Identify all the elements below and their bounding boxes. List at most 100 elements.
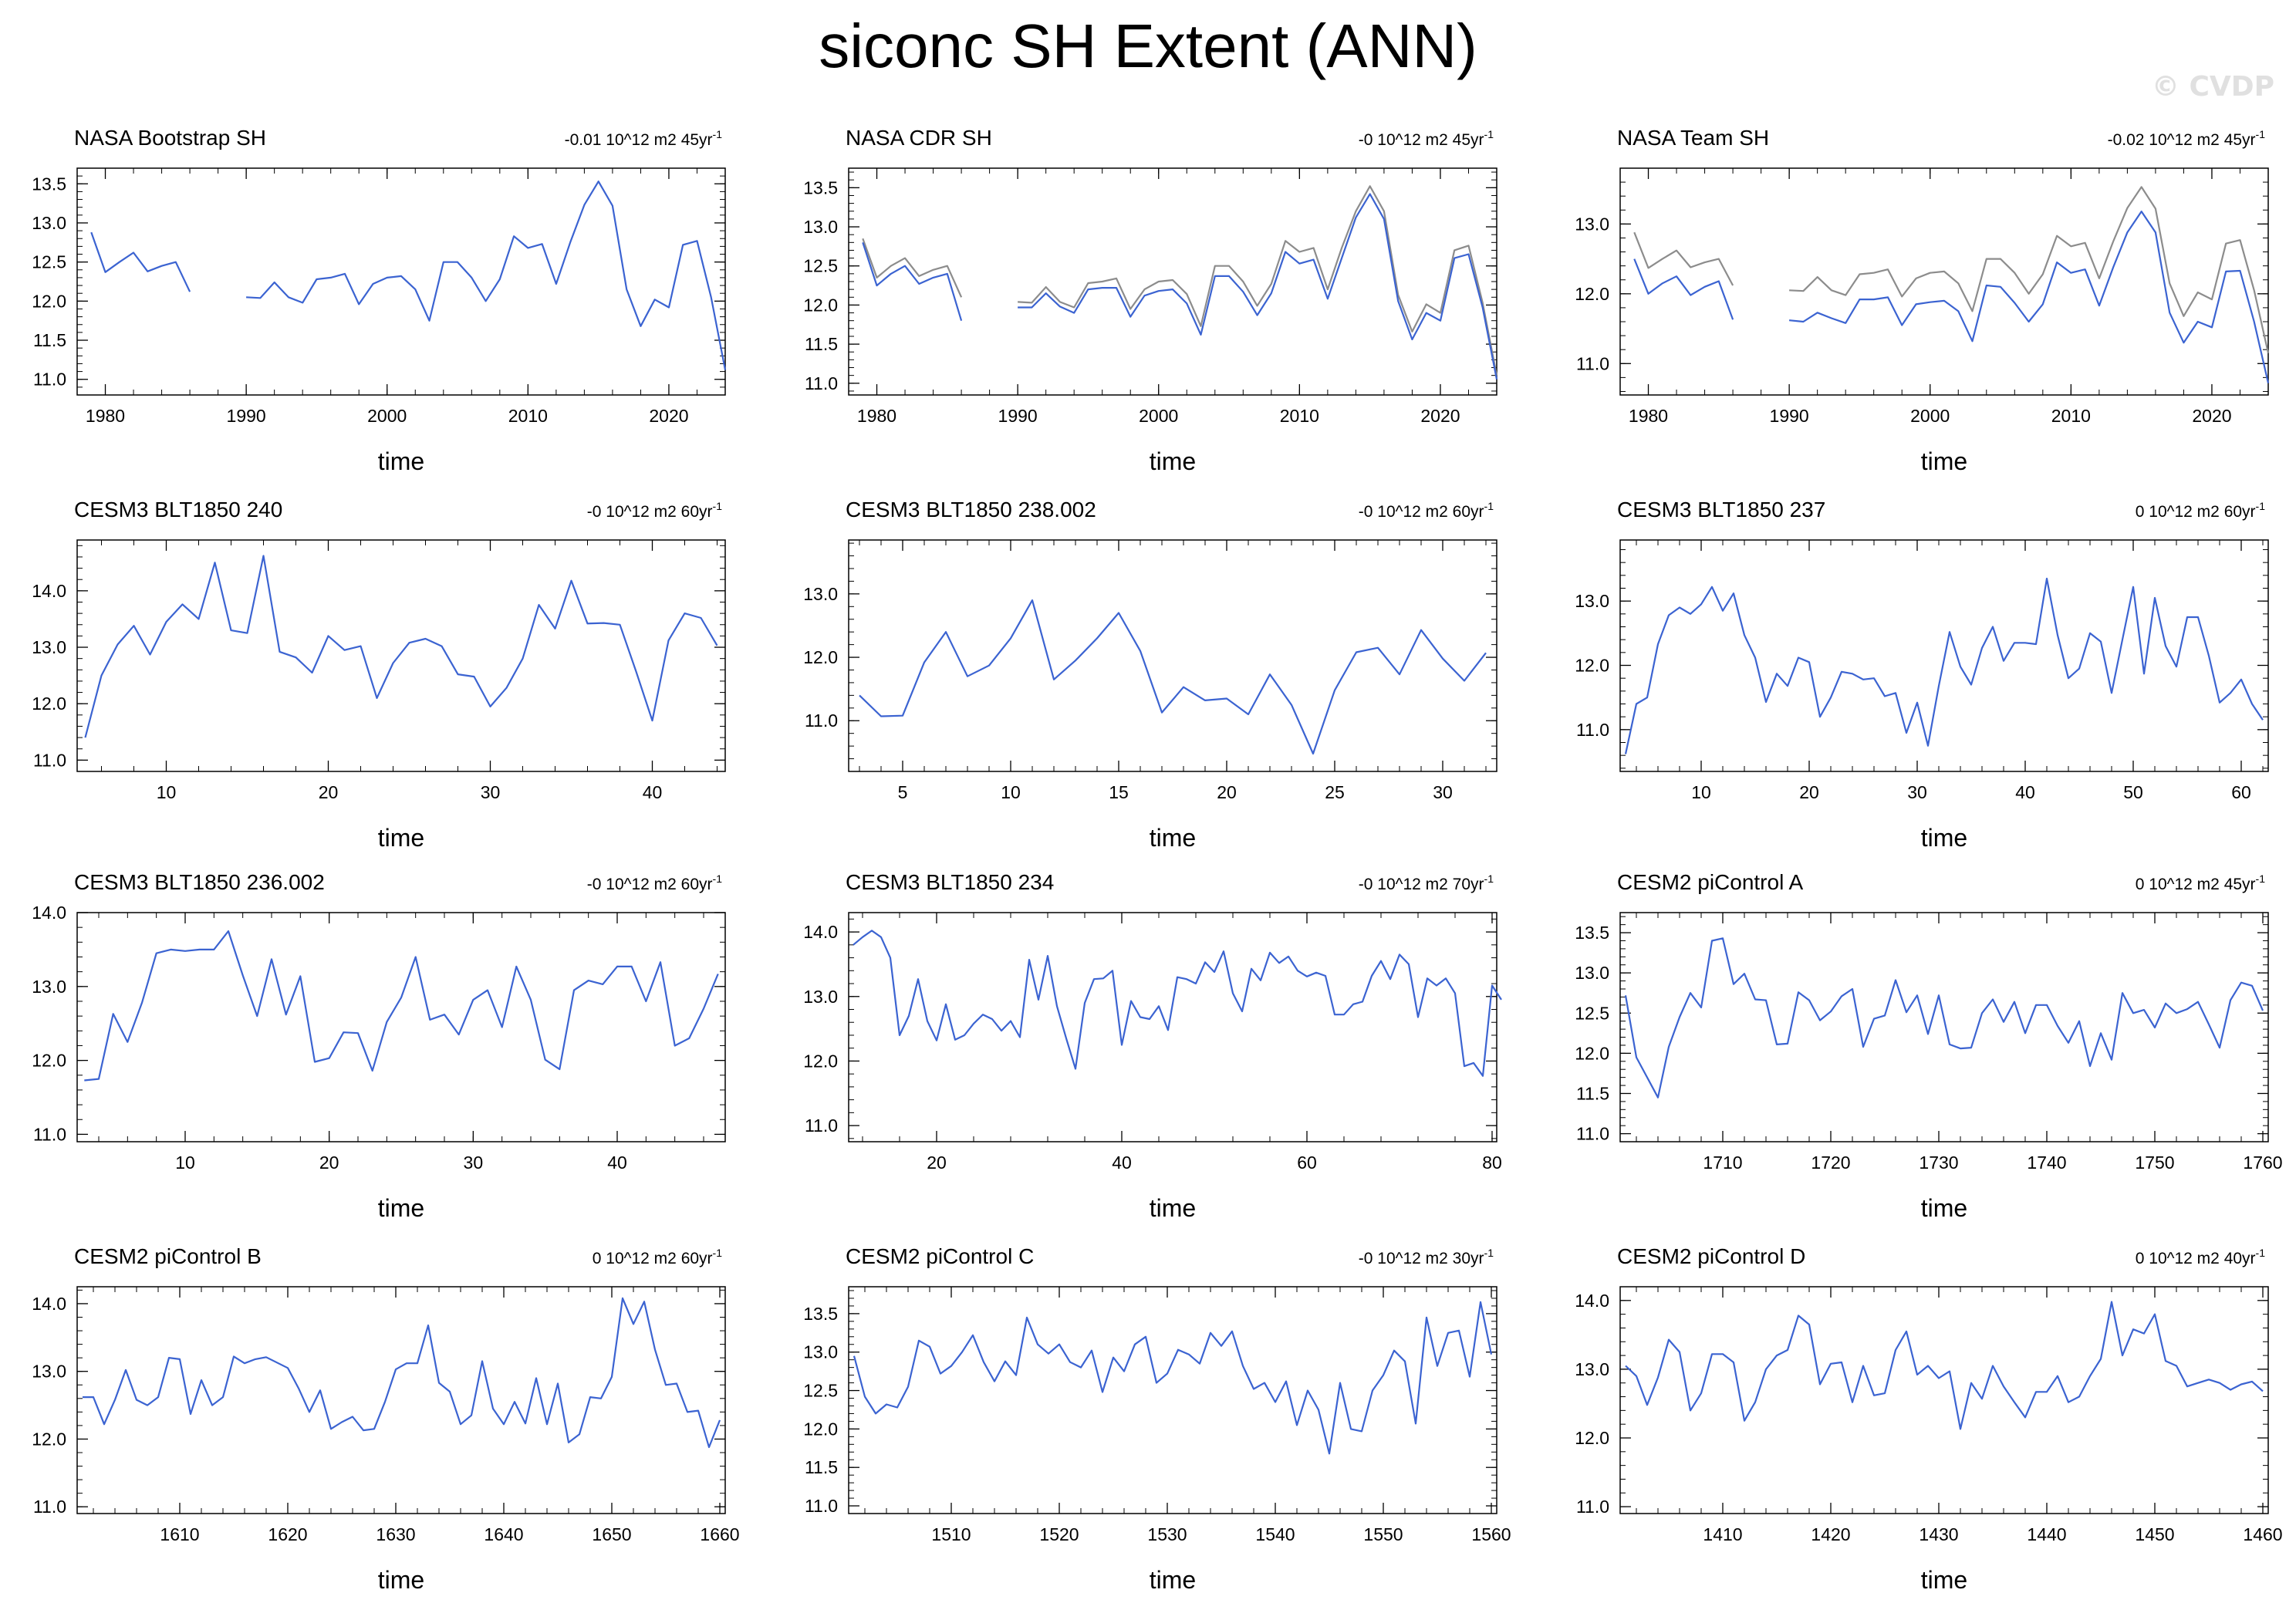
x-tick-label: 30 xyxy=(464,1153,484,1173)
x-tick-label: 2010 xyxy=(508,406,548,426)
trend-exponent: -1 xyxy=(2256,500,2266,512)
y-tick-label: 11.0 xyxy=(33,1497,66,1517)
plot-frame xyxy=(848,912,1497,1142)
x-tick-label: 1520 xyxy=(1039,1524,1079,1544)
x-tick-label: 1990 xyxy=(998,406,1038,426)
x-tick-label: 10 xyxy=(1001,782,1021,802)
series-line-1 xyxy=(862,185,1498,376)
y-tick-label: 14.0 xyxy=(32,1294,66,1314)
trend-exponent: -1 xyxy=(713,872,723,885)
plot-frame xyxy=(848,539,1497,772)
x-tick-label: 40 xyxy=(2015,782,2035,802)
x-axis-label: time xyxy=(378,1194,424,1222)
x-tick-label: 20 xyxy=(319,782,339,802)
y-tick-label: 12.0 xyxy=(1575,656,1609,676)
x-axis-label: time xyxy=(1150,824,1196,852)
plot-frame xyxy=(1619,1286,2269,1514)
panel-title: NASA Team SH xyxy=(1617,126,1769,150)
x-tick-label: 1980 xyxy=(857,406,896,426)
x-tick-label: 2020 xyxy=(649,406,688,426)
y-tick-label: 12.0 xyxy=(803,647,838,667)
panel-title: NASA Bootstrap SH xyxy=(74,126,266,150)
panel-title: NASA CDR SH xyxy=(846,126,992,150)
series-line-1 xyxy=(853,930,1502,1077)
y-tick-label: 13.5 xyxy=(32,174,66,194)
y-tick-label: 11.0 xyxy=(1576,1497,1609,1517)
y-tick-label: 11.0 xyxy=(1576,353,1609,373)
x-tick-label: 2000 xyxy=(1139,406,1178,426)
panel-8: CESM3 BLT1850 234 -0 10^12 m2 70yr-1 11.0 1… xyxy=(803,870,1502,1222)
x-tick-label: 80 xyxy=(1482,1153,1502,1173)
y-tick-label: 12.5 xyxy=(803,1381,838,1401)
series-line-1 xyxy=(1624,577,2264,754)
y-tick-label: 14.0 xyxy=(1575,1291,1609,1311)
y-tick-label: 11.0 xyxy=(805,1115,838,1136)
plot-frame xyxy=(76,912,726,1142)
x-tick-label: 30 xyxy=(1433,782,1453,802)
x-tick-label: 1640 xyxy=(484,1524,523,1544)
x-tick-label: 1540 xyxy=(1255,1524,1295,1544)
panel-2: NASA CDR SH -0 10^12 m2 45yr-1 11.0 11.5 12.… xyxy=(803,126,1498,475)
x-tick-label: 1510 xyxy=(931,1524,971,1544)
x-tick-label: 1610 xyxy=(160,1524,199,1544)
figure-title: siconc SH Extent (ANN) xyxy=(819,12,1477,80)
y-tick-label: 11.5 xyxy=(1576,1083,1609,1103)
x-tick-label: 50 xyxy=(2123,782,2143,802)
x-tick-label: 1650 xyxy=(592,1524,631,1544)
y-tick-label: 13.0 xyxy=(32,977,66,997)
trend-exponent: -1 xyxy=(713,500,723,512)
series-line-1 xyxy=(90,181,727,370)
x-axis-label: time xyxy=(378,824,424,852)
plot-frame xyxy=(848,167,1497,396)
y-tick-label: 12.0 xyxy=(32,1051,66,1071)
y-tick-label: 14.0 xyxy=(803,922,838,942)
trend-exponent: -1 xyxy=(1484,1247,1494,1259)
x-axis-label: time xyxy=(378,447,424,475)
series-line-1 xyxy=(1633,186,2270,353)
trend-exponent: -1 xyxy=(2256,1247,2266,1259)
panel-title: CESM3 BLT1850 236.002 xyxy=(74,870,325,894)
x-tick-label: 40 xyxy=(1112,1153,1132,1173)
y-tick-label: 13.0 xyxy=(803,1342,838,1362)
x-tick-label: 60 xyxy=(1297,1153,1317,1173)
x-tick-label: 60 xyxy=(2231,782,2251,802)
x-tick-label: 10 xyxy=(157,782,177,802)
x-tick-label: 1550 xyxy=(1363,1524,1403,1544)
y-tick-label: 12.0 xyxy=(32,1429,66,1449)
panel-title: CESM3 BLT1850 238.002 xyxy=(846,498,1096,521)
series-line-2 xyxy=(862,193,1498,380)
panel-title: CESM3 BLT1850 234 xyxy=(846,870,1054,894)
y-tick-label: 12.5 xyxy=(803,256,838,276)
panel-10: CESM2 piControl B 0 10^12 m2 60yr-1 11.0 12… xyxy=(32,1244,739,1594)
y-tick-label: 12.0 xyxy=(803,1051,838,1071)
trend-exponent: -1 xyxy=(2256,872,2266,885)
x-tick-label: 1530 xyxy=(1147,1524,1187,1544)
trend-label: -0.01 10^12 m2 45yr-1 xyxy=(565,128,723,149)
trend-exponent: -1 xyxy=(1484,872,1494,885)
panel-9: CESM2 piControl A 0 10^12 m2 45yr-1 11.0 11… xyxy=(1575,870,2282,1222)
plot-frame xyxy=(1619,912,2269,1142)
series-line-1 xyxy=(84,555,718,738)
y-tick-label: 11.5 xyxy=(33,330,66,350)
trend-exponent: -1 xyxy=(2256,128,2266,140)
panel-title: CESM2 piControl B xyxy=(74,1244,262,1268)
series-line-1 xyxy=(84,930,719,1082)
trend-exponent: -1 xyxy=(1484,500,1494,512)
y-tick-label: 11.0 xyxy=(33,370,66,390)
plot-frame xyxy=(1619,539,2269,772)
x-axis-label: time xyxy=(378,1566,424,1594)
y-tick-label: 12.0 xyxy=(803,1419,838,1439)
y-tick-label: 11.0 xyxy=(33,1124,66,1144)
series-line-1 xyxy=(859,599,1487,755)
y-tick-label: 11.0 xyxy=(1576,1124,1609,1144)
y-tick-label: 13.0 xyxy=(1575,591,1609,611)
y-tick-label: 12.0 xyxy=(803,295,838,315)
x-axis-label: time xyxy=(1921,447,1967,475)
x-tick-label: 1620 xyxy=(268,1524,307,1544)
panel-title: CESM2 piControl A xyxy=(1617,870,1804,894)
y-tick-label: 13.0 xyxy=(32,1362,66,1382)
panel-3: NASA Team SH -0.02 10^12 m2 45yr-1 11.0 12.… xyxy=(1575,126,2270,475)
x-tick-label: 1980 xyxy=(1629,406,1668,426)
series-line-2 xyxy=(1633,211,2270,383)
x-tick-label: 1460 xyxy=(2243,1524,2282,1544)
